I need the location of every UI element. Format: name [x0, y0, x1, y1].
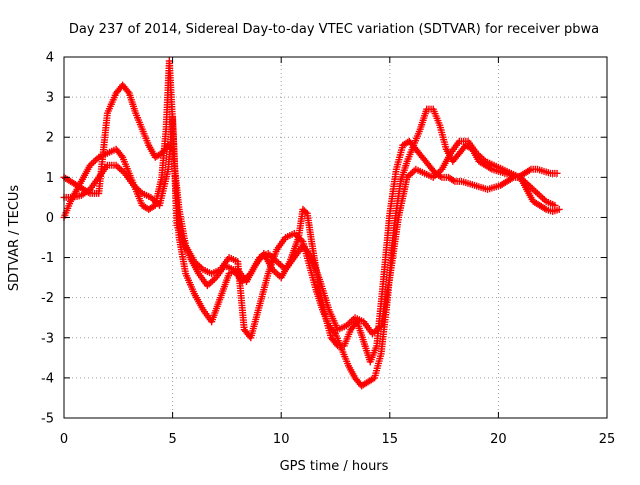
y-tick-label: 3 [46, 91, 54, 106]
x-tick-label: 5 [168, 432, 176, 447]
y-tick-label: 2 [46, 131, 54, 146]
data-point-marker [449, 176, 457, 184]
chart-title: Day 237 of 2014, Sidereal Day-to-day VTE… [69, 22, 599, 37]
data-point-marker [525, 166, 533, 174]
y-axis-label: SDTVAR / TECUs [7, 185, 22, 292]
y-tick-label: 1 [46, 171, 54, 186]
data-point-marker [551, 201, 559, 209]
y-tick-label: -2 [41, 291, 54, 306]
data-point-marker [555, 205, 563, 213]
plot-frame [63, 56, 608, 419]
data-point-marker [117, 152, 125, 160]
y-tick-label: -4 [41, 371, 54, 386]
x-tick-label: 0 [60, 432, 68, 447]
x-tick-label: 25 [599, 432, 616, 447]
x-tick-label: 10 [273, 432, 290, 447]
tick-layer: 0 5 10 15 20 25 -5 -4 -3 -2 -1 0 1 2 3 4 [41, 51, 615, 448]
series-track-c [60, 113, 559, 338]
y-tick-label: -5 [41, 412, 54, 427]
x-axis-label: GPS time / hours [280, 459, 389, 474]
data-point-marker [302, 208, 310, 216]
y-tick-label: 0 [46, 211, 54, 226]
data-layer [60, 57, 563, 390]
x-tick-label: 15 [382, 432, 399, 447]
data-point-marker [553, 169, 561, 177]
data-point-marker [124, 87, 132, 95]
data-point-marker [541, 204, 549, 212]
y-tick-label: 4 [46, 51, 54, 66]
y-tick-label: -1 [41, 251, 54, 266]
x-tick-label: 20 [490, 432, 507, 447]
y-tick-label: -3 [41, 331, 54, 346]
